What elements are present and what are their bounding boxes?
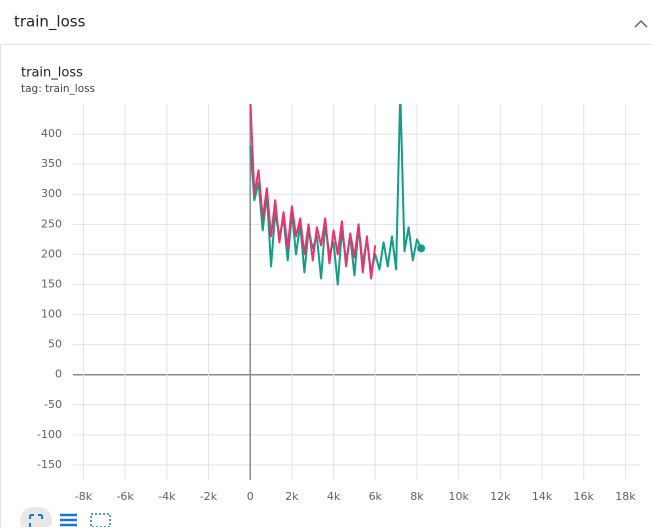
x-tick-label: 18k [615,490,636,503]
series-line [249,104,377,280]
y-tick-label: -50 [44,398,62,411]
y-tick-label: 300 [41,187,62,200]
series-end-dot [417,244,426,253]
x-tick-label: -4k [158,490,176,503]
x-tick-label: 4k [327,490,341,503]
card-subtitle: tag: train_loss [21,83,95,95]
x-tick-label: 16k [574,490,595,503]
y-tick-label: -100 [37,428,62,441]
y-tick-label: 350 [41,157,62,170]
x-tick-label: 14k [532,490,553,503]
y-tick-label: 0 [55,368,62,381]
x-tick-label: 10k [448,490,469,503]
y-tick-label: -150 [37,458,62,471]
y-tick-label: 100 [41,308,62,321]
x-tick-label: 8k [410,490,424,503]
fit-icon[interactable] [29,514,43,527]
y-tick-label: 200 [41,247,62,260]
y-tick-label: 250 [41,217,62,230]
log-icon[interactable] [60,513,77,527]
x-tick-label: 6k [369,490,383,503]
x-tick-label: 2k [285,490,299,503]
x-tick-label: -2k [200,490,218,503]
header-title: train_loss [14,13,86,32]
toolbar [20,507,111,531]
toolbar-button-bg [20,507,52,531]
collapse-icon[interactable] [634,19,648,28]
x-tick-label: 0 [247,490,254,503]
grid: -150 -100 -50 0 50 100 150 200 250 300 350 400 -8k -6… [37,104,640,503]
y-tick-label: 400 [41,127,62,140]
x-tick-label: -6k [116,490,134,503]
x-tick-label: 12k [490,490,511,503]
y-tick-label: 50 [48,338,62,351]
card-title: train_loss [21,66,83,81]
x-tick-label: -8k [75,490,93,503]
y-tick-label: 150 [41,277,62,290]
plot [249,104,426,286]
